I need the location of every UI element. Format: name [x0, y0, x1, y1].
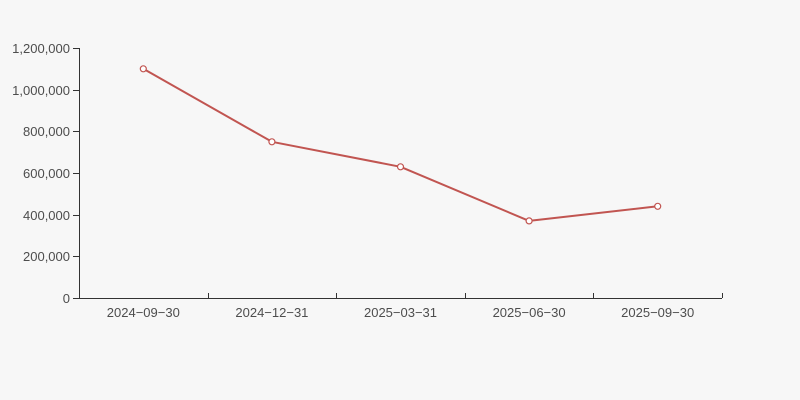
y-axis-tick-label: 600,000	[23, 166, 70, 181]
y-axis-ticks-group	[73, 48, 79, 299]
y-axis-tick-label: 1,000,000	[12, 83, 70, 98]
x-axis-tick-label: 2024−09−30	[107, 305, 180, 320]
y-axis-tick-label: 800,000	[23, 124, 70, 139]
y-axis-labels-group: 0 200,000 400,000 600,000 800,000 1,000,000 1,…	[12, 41, 70, 306]
data-point-marker[interactable]	[654, 202, 662, 210]
axes-group	[79, 48, 722, 299]
y-axis-tick-label: 200,000	[23, 249, 70, 264]
y-axis-tick-label: 1,200,000	[12, 41, 70, 56]
data-point-marker[interactable]	[268, 138, 276, 146]
series-line	[142, 67, 659, 222]
x-axis-tick-label: 2025−06−30	[493, 305, 566, 320]
data-series-group	[139, 65, 662, 225]
x-axis-tick-label: 2025−03−31	[364, 305, 437, 320]
data-point-marker[interactable]	[396, 163, 405, 171]
y-axis-tick-label: 400,000	[23, 208, 70, 223]
x-axis-tick-label: 2024−12−31	[235, 305, 308, 320]
x-axis-ticks-group	[208, 293, 723, 298]
data-point-marker[interactable]	[525, 217, 533, 225]
y-axis-tick-label: 0	[63, 291, 70, 306]
data-point-marker[interactable]	[139, 65, 147, 73]
x-axis-tick-label: 2025−09−30	[621, 305, 694, 320]
x-axis-labels-group: 2024−09−30 2024−12−31 2025−03−31 2025−06−30…	[107, 305, 694, 320]
